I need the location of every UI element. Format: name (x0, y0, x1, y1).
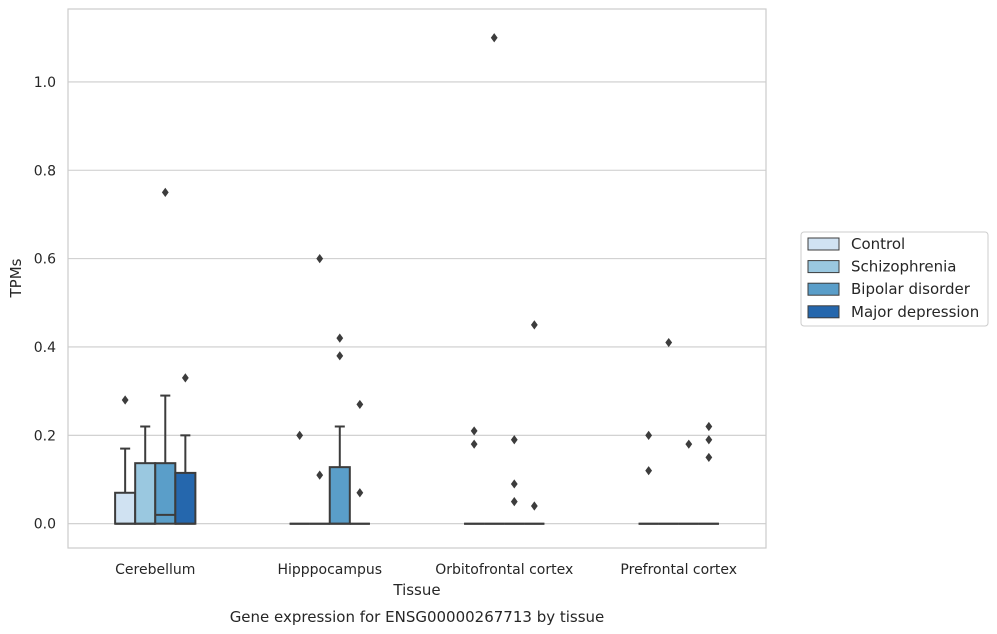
outlier-point (645, 430, 653, 440)
box-control (289, 430, 310, 525)
outlier-point (705, 421, 713, 432)
box-bipolar-disorder (328, 333, 351, 525)
outlier-point (530, 320, 538, 330)
y-tick-label: 0.6 (34, 252, 56, 268)
box-bipolar-disorder (504, 435, 525, 525)
outlier-point (356, 488, 364, 498)
y-tick-label: 0.4 (34, 340, 56, 356)
outlier-point (316, 470, 324, 480)
outlier-point (665, 337, 673, 348)
outlier-point (685, 439, 693, 449)
outlier-point (705, 435, 713, 445)
x-axis-label: Tissue (392, 581, 440, 599)
grid-lines (68, 81, 766, 525)
box-bipolar-disorder (678, 439, 699, 525)
box-control (114, 395, 137, 525)
legend: Control Schizophrenia Bipolar disorder Majo… (800, 231, 989, 327)
outlier-point (316, 254, 324, 264)
outlier-point (510, 497, 518, 507)
box-bipolar-disorder (154, 187, 177, 525)
box-body (114, 491, 137, 525)
box-major-depression (349, 399, 370, 525)
plot-area (114, 33, 719, 525)
box-control (638, 430, 659, 525)
box-major-depression (698, 421, 719, 525)
outlier-point (296, 430, 304, 440)
outlier-point (336, 351, 344, 361)
box-major-depression (174, 373, 197, 525)
box-control (464, 426, 485, 525)
legend-swatch (807, 260, 840, 274)
outlier-point (530, 501, 538, 511)
x-tick-label: Cerebellum (115, 562, 195, 578)
plot-frame (67, 8, 767, 549)
chart-caption: Gene expression for ENSG00000267713 by t… (230, 608, 605, 626)
y-axis-ticks: 0.0 0.2 0.4 0.6 0.8 1.0 (34, 75, 56, 533)
y-axis-label: TPMs (7, 258, 25, 298)
legend-label: Control (851, 235, 905, 253)
outlier-point (470, 439, 478, 449)
box-schizophrenia (658, 337, 679, 525)
box-body (134, 462, 157, 525)
y-tick-label: 0.8 (34, 163, 56, 179)
outlier-point (161, 187, 169, 197)
box-schizophrenia (134, 425, 157, 525)
outlier-point (510, 435, 518, 445)
legend-frame (800, 231, 989, 327)
legend-label: Bipolar disorder (851, 280, 971, 298)
x-axis-ticks: Cerebellum Hipppocampus Orbitofrontal cort… (115, 562, 737, 578)
box-body (328, 466, 351, 525)
x-tick-label: Orbitofrontal cortex (435, 562, 573, 578)
y-tick-label: 0.0 (34, 517, 56, 533)
x-tick-label: Hipppocampus (277, 562, 382, 578)
x-tick-label: Prefrontal cortex (620, 562, 737, 578)
legend-swatch (807, 282, 840, 296)
outlier-point (470, 426, 478, 436)
outlier-point (705, 452, 713, 463)
legend-label: Major depression (851, 303, 979, 321)
outlier-point (490, 33, 498, 43)
legend-label: Schizophrenia (851, 258, 956, 276)
outlier-point (510, 479, 518, 489)
box-schizophrenia (309, 254, 330, 525)
box-schizophrenia (484, 33, 505, 525)
box-body (174, 471, 197, 525)
outlier-point (336, 333, 344, 343)
y-tick-label: 0.2 (34, 428, 56, 444)
outlier-point (645, 466, 653, 476)
y-tick-label: 1.0 (34, 75, 56, 91)
legend-swatch (807, 237, 840, 251)
outlier-point (356, 399, 364, 410)
legend-swatch (807, 305, 840, 319)
outlier-point (181, 373, 189, 383)
outlier-point (121, 395, 129, 405)
box-major-depression (524, 320, 545, 525)
